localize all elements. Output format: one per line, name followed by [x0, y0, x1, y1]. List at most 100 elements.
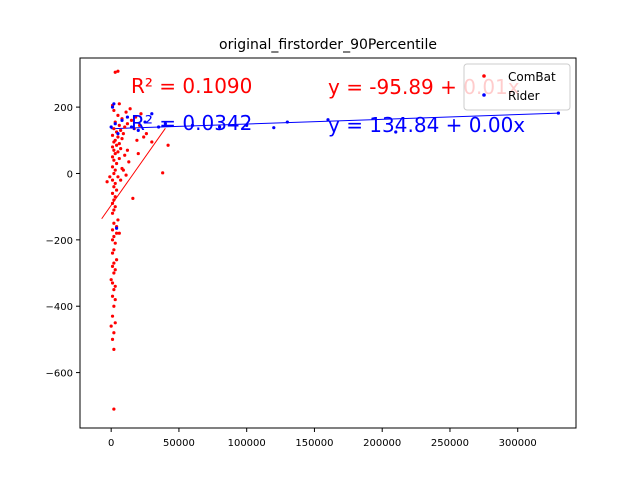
data-point	[123, 125, 127, 129]
y-tick-label: −400	[46, 302, 73, 313]
data-point	[119, 128, 123, 132]
data-point	[113, 195, 117, 199]
x-tick-label: 150000	[295, 438, 333, 449]
data-point	[112, 208, 116, 212]
data-point	[114, 231, 119, 235]
data-point	[112, 261, 116, 265]
data-point	[117, 156, 121, 161]
x-tick-label: 100000	[228, 438, 266, 449]
y-tick-label: 200	[54, 103, 73, 114]
data-point	[117, 231, 121, 235]
data-point	[112, 158, 116, 162]
fit-equation-rider: y = 134.84 + 0.00x	[328, 113, 525, 137]
data-point	[139, 112, 143, 116]
data-point	[116, 69, 120, 73]
data-point	[108, 175, 112, 179]
data-point	[133, 115, 138, 119]
data-point	[116, 175, 120, 179]
data-point	[112, 102, 116, 106]
data-point	[109, 125, 113, 129]
x-tick-label: 200000	[363, 438, 401, 449]
fit-line-rider	[111, 112, 559, 130]
data-point	[110, 201, 115, 205]
data-point	[121, 132, 125, 136]
data-point	[113, 181, 117, 186]
legend-marker-combat	[482, 74, 486, 78]
data-point	[112, 185, 116, 189]
data-point	[142, 135, 146, 139]
data-point	[113, 268, 117, 272]
data-point	[110, 238, 115, 242]
r-squared-label-combat: R² = 0.1090	[131, 74, 252, 98]
data-point	[117, 123, 121, 127]
data-point	[112, 127, 116, 131]
data-point	[113, 138, 117, 142]
data-point	[110, 314, 115, 318]
data-point	[112, 407, 116, 411]
data-point	[114, 143, 119, 147]
data-point	[125, 122, 130, 126]
data-point	[112, 331, 116, 335]
data-point	[125, 148, 130, 152]
data-point	[113, 321, 117, 325]
data-point	[112, 148, 116, 152]
x-tick-label: 50000	[163, 438, 195, 449]
data-point	[113, 241, 117, 245]
data-point	[112, 198, 116, 202]
data-point	[110, 281, 115, 285]
x-tick-label: 300000	[499, 438, 537, 449]
data-point	[110, 228, 115, 232]
y-tick-label: −200	[46, 236, 73, 247]
data-point	[161, 171, 165, 175]
legend-box	[463, 63, 571, 111]
data-point	[114, 226, 119, 230]
y-tick-label: 0	[67, 169, 73, 180]
data-point	[110, 251, 115, 255]
data-point	[123, 153, 127, 157]
y-tick-label: −600	[46, 369, 73, 380]
data-point	[136, 128, 140, 132]
data-point	[150, 140, 154, 144]
data-point	[110, 165, 115, 169]
data-point	[116, 132, 120, 136]
data-point	[113, 205, 117, 209]
data-point	[132, 127, 136, 131]
data-point	[129, 125, 134, 129]
data-point	[112, 171, 116, 176]
data-point	[143, 120, 147, 124]
legend-marker-rider	[482, 93, 486, 97]
data-point	[124, 110, 128, 114]
data-point	[110, 337, 115, 341]
data-point	[166, 143, 170, 147]
data-point	[128, 107, 132, 111]
data-point	[113, 297, 117, 302]
data-point	[116, 135, 120, 139]
data-point	[163, 122, 167, 126]
data-point	[110, 211, 115, 215]
data-point	[105, 180, 109, 184]
data-point	[131, 196, 135, 200]
data-point	[119, 178, 123, 182]
data-point	[114, 161, 119, 166]
data-point	[117, 142, 121, 146]
data-point	[110, 105, 115, 109]
data-point	[138, 123, 142, 127]
data-point	[113, 168, 117, 172]
data-point	[114, 188, 119, 192]
data-point	[112, 304, 116, 308]
data-point	[114, 258, 119, 262]
data-point	[127, 160, 131, 164]
data-point	[120, 118, 124, 122]
data-point	[120, 137, 124, 141]
data-point	[109, 324, 113, 328]
data-point	[113, 122, 117, 126]
plot-area-frame	[79, 57, 577, 429]
data-point	[135, 138, 139, 142]
r-squared-label-rider: R² = 0.0342	[131, 111, 252, 135]
data-point	[110, 178, 115, 182]
data-point	[110, 155, 115, 159]
data-point	[129, 118, 134, 122]
data-point	[112, 347, 116, 351]
data-point	[109, 278, 113, 282]
